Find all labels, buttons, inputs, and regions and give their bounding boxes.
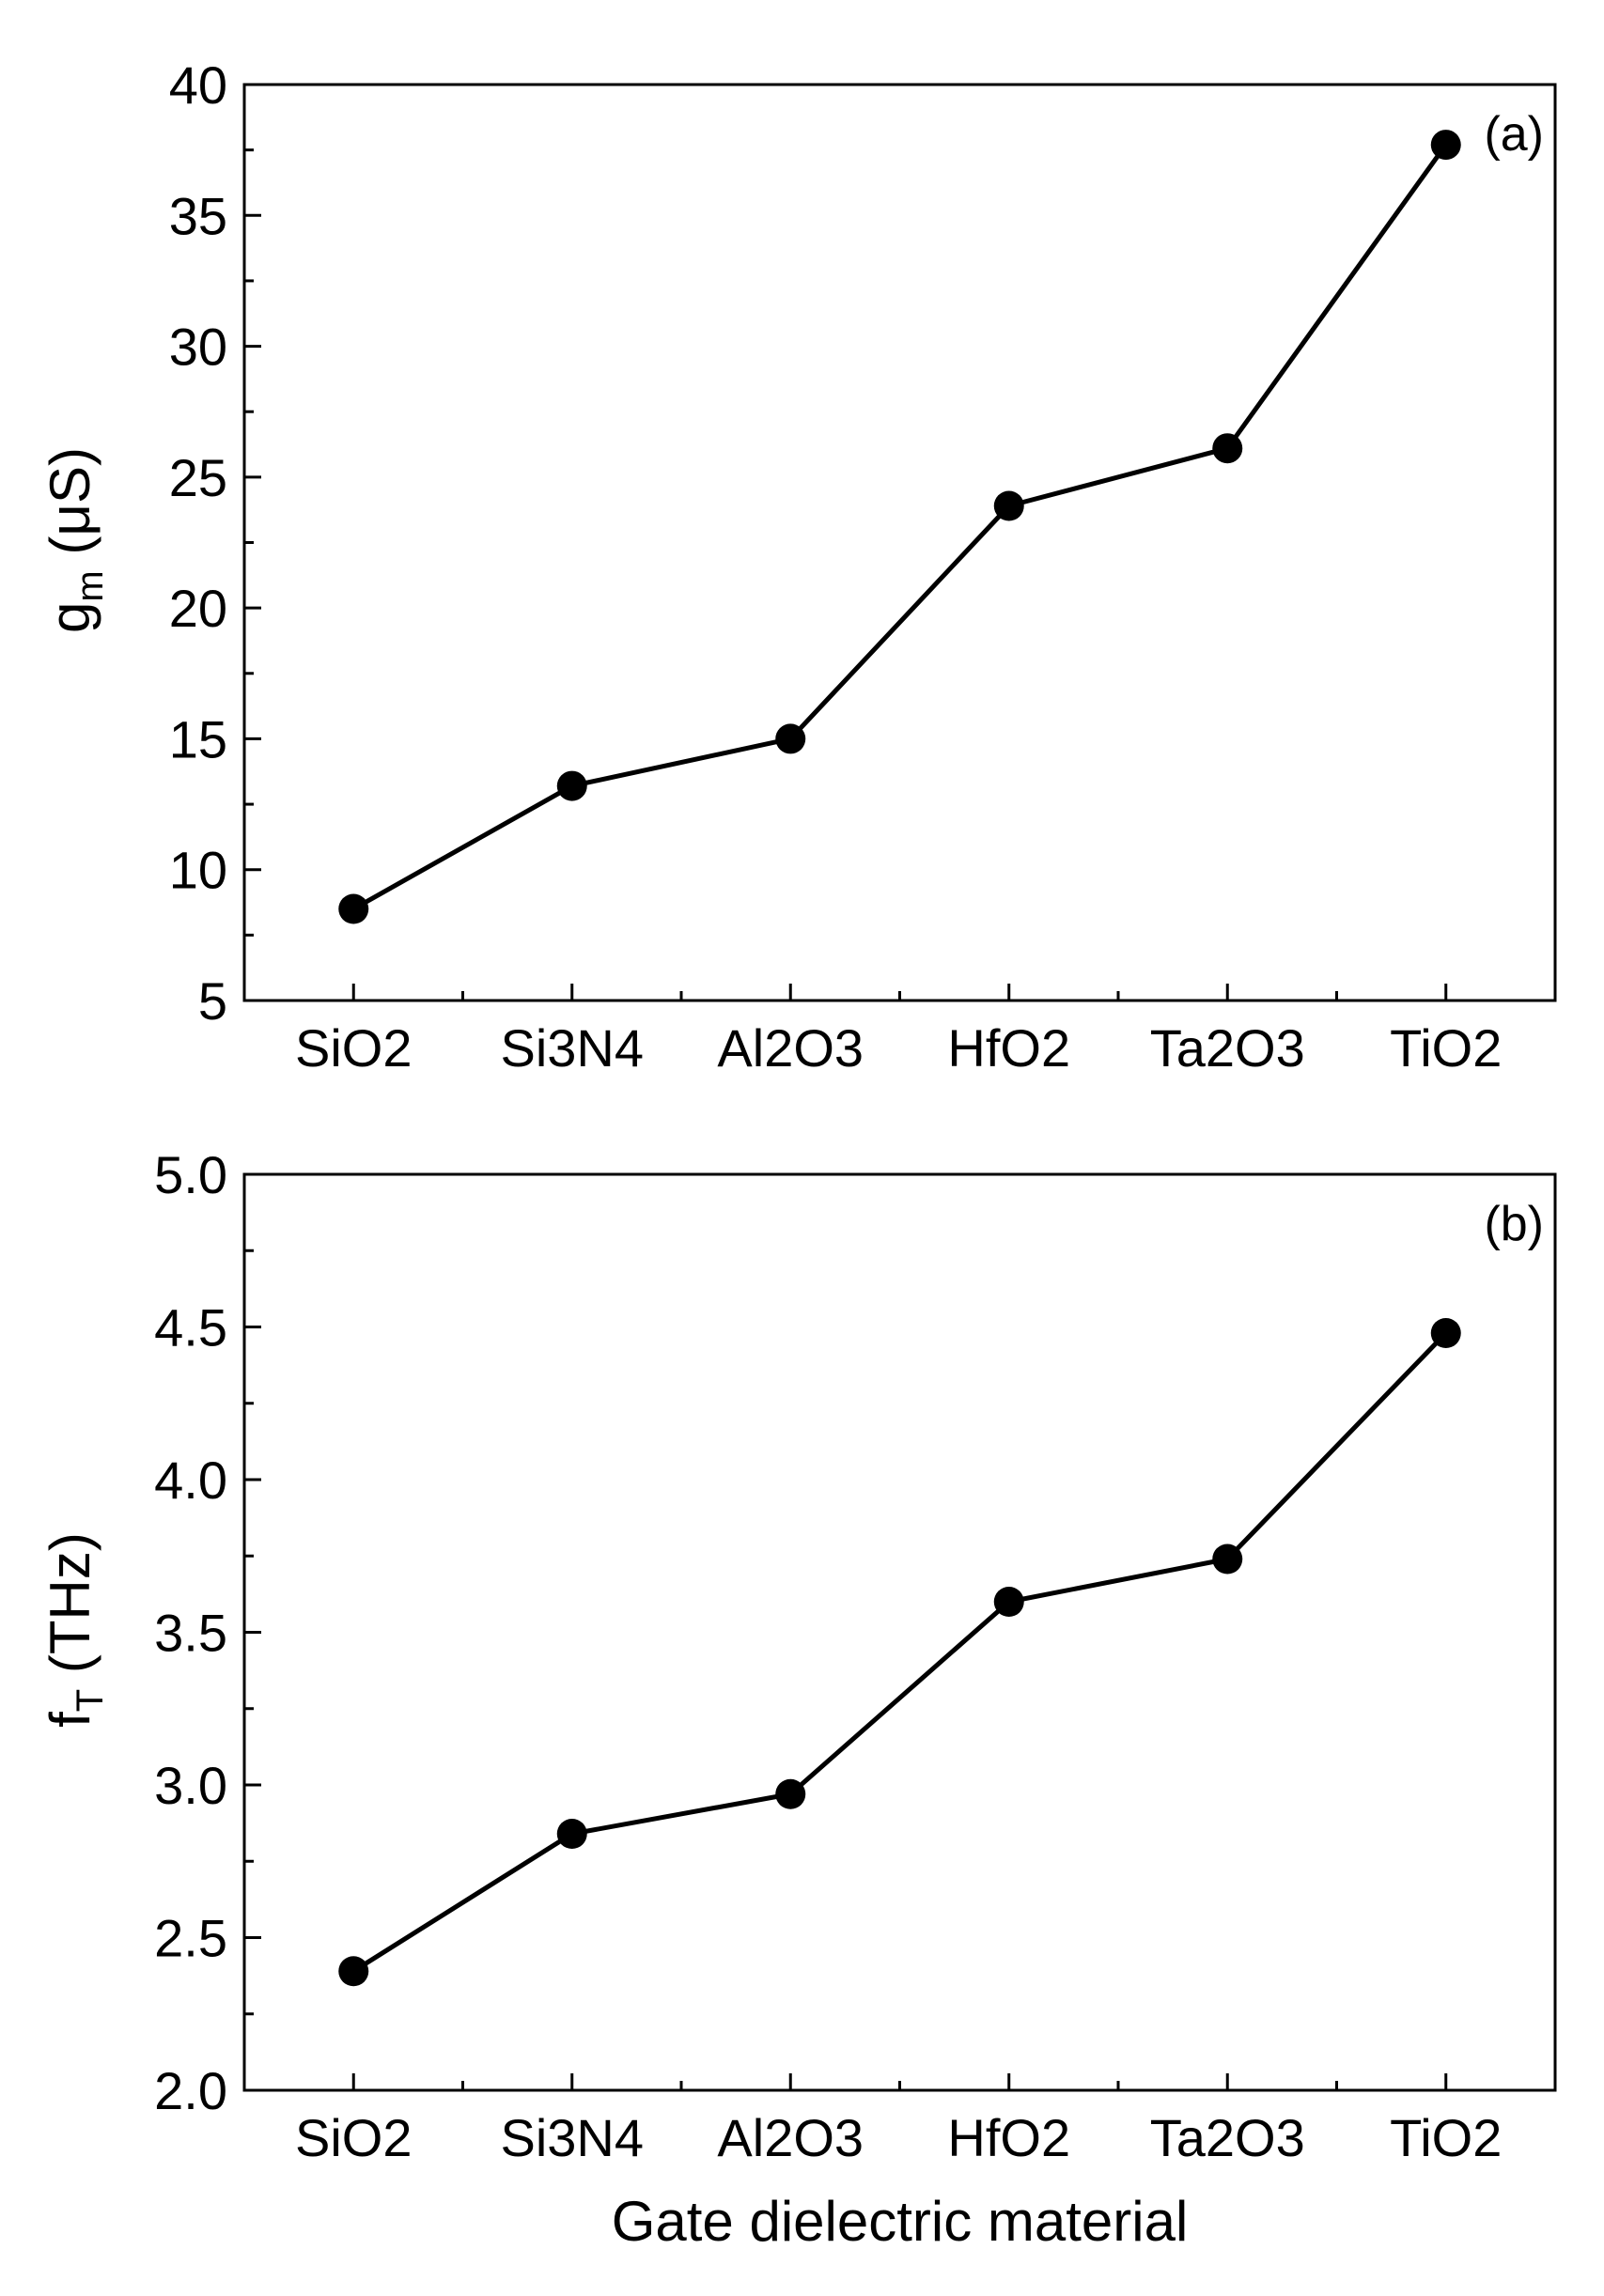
y-tick-label: 3.5 (154, 1604, 227, 1663)
plot-frame (242, 1172, 1557, 2092)
x-axis-title: Gate dielectric material (612, 2190, 1189, 2253)
y-axis-title-main: g (39, 602, 101, 633)
x-tick-label: HfO2 (947, 1018, 1070, 1078)
y-tick-label: 3.0 (154, 1756, 227, 1815)
chart-panel-a: 5 10 15 20 25 30 35 40 SiO2 Si3N4 Al2O3 HfO2 Ta2O3 Ti… (39, 55, 1557, 1078)
x-tick-label: Al2O3 (717, 2108, 864, 2167)
panel-label: (b) (1484, 1197, 1544, 1251)
y-tick-label: 5.0 (154, 1145, 227, 1204)
panel-label: (a) (1484, 107, 1544, 162)
y-tick-label: 15 (169, 709, 227, 768)
data-point (1430, 1318, 1461, 1348)
data-point (993, 490, 1024, 521)
data-point (993, 1587, 1024, 1617)
data-point (338, 1956, 369, 1987)
y-axis-title-sub: m (70, 570, 111, 601)
data-point (1212, 1544, 1243, 1575)
x-tick-label: TiO2 (1390, 2108, 1502, 2167)
data-point (556, 770, 587, 801)
chart-panel-b: 2.0 2.5 3.0 3.5 4.0 4.5 5.0 SiO2 Si3N4 Al2O3 HfO2 T… (39, 1145, 1557, 2253)
y-tick-label: 2.0 (154, 2061, 227, 2120)
y-axis-title: gm (μS) (39, 447, 111, 633)
x-tick-label: Ta2O3 (1150, 2108, 1305, 2167)
x-tick-label: SiO2 (295, 1018, 413, 1078)
data-point (775, 723, 806, 754)
x-tick-label: SiO2 (295, 2108, 413, 2167)
y-axis-title-main: f (39, 1712, 101, 1728)
plot-frame (242, 83, 1557, 1002)
series-line (351, 1331, 1448, 1974)
y-tick-label: 10 (169, 841, 227, 900)
x-tick-label: Si3N4 (500, 1018, 644, 1078)
x-tick-label: Al2O3 (717, 1018, 864, 1078)
x-tick-label: HfO2 (947, 2108, 1070, 2167)
data-point (1212, 433, 1243, 464)
data-point (338, 893, 369, 924)
y-axis-title-sub: T (70, 1689, 111, 1712)
data-point (556, 1819, 587, 1849)
series-line (352, 143, 1448, 911)
y-axis-title: fT (THz) (39, 1532, 111, 1728)
y-axis-title-unit: (μS) (39, 447, 101, 570)
y-tick-label: 4.5 (154, 1298, 227, 1357)
data-point (775, 1778, 806, 1809)
y-tick-label: 40 (169, 55, 227, 115)
y-tick-label: 5 (198, 971, 227, 1031)
y-tick-label: 30 (169, 318, 227, 377)
x-tick-label: TiO2 (1390, 1018, 1502, 1078)
data-point (1430, 130, 1461, 161)
y-tick-label: 35 (169, 186, 227, 245)
x-tick-label: Si3N4 (500, 2108, 644, 2167)
y-axis-title-unit: (THz) (39, 1532, 101, 1689)
y-tick-label: 2.5 (154, 1909, 227, 1968)
y-tick-label: 4.0 (154, 1451, 227, 1510)
x-tick-label: Ta2O3 (1150, 1018, 1305, 1078)
y-tick-label: 25 (169, 448, 227, 507)
y-tick-label: 20 (169, 579, 227, 638)
